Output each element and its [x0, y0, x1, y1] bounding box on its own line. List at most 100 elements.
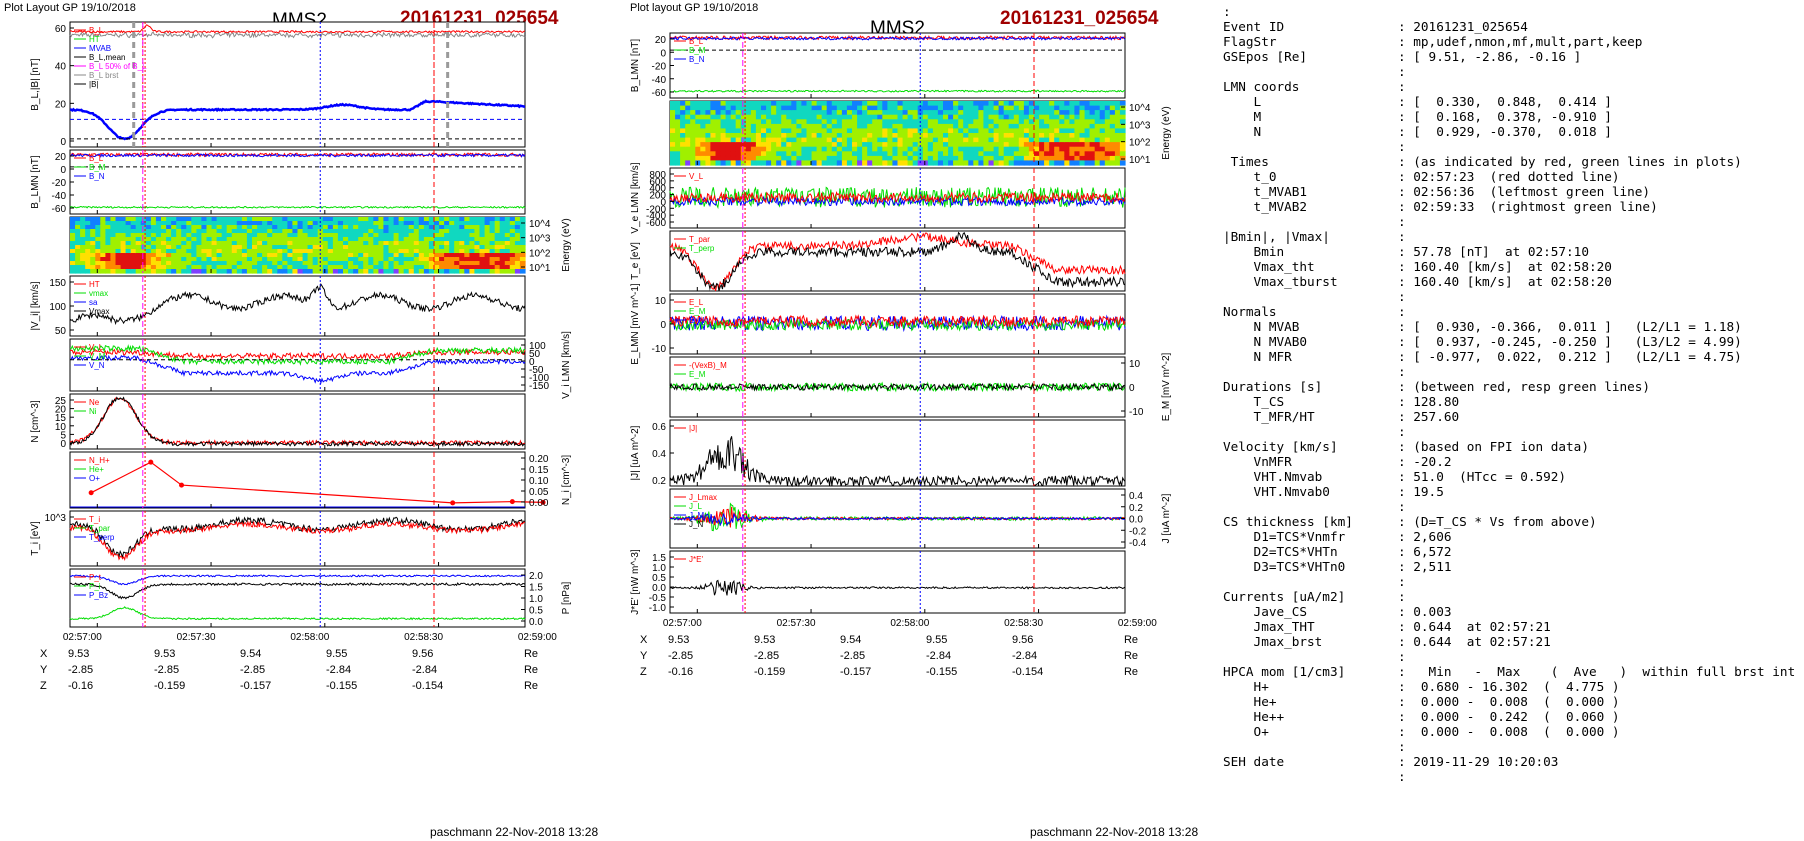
info-value: : 0.003	[1398, 604, 1452, 619]
info-key: He++	[1223, 709, 1285, 724]
info-value: :	[1398, 589, 1406, 604]
info-key	[1223, 424, 1398, 439]
tick-label: 150	[49, 278, 66, 289]
coords-value: -0.157	[840, 666, 872, 678]
info-key: |Bmin|, |Vmax|	[1223, 229, 1330, 244]
tick-label: 10	[55, 422, 67, 433]
panel-frame	[69, 510, 526, 567]
info-key: Durations [s]	[1223, 379, 1323, 394]
info-value: : 2,511	[1398, 559, 1452, 574]
info-value: : 57.78 [nT] at 02:57:10	[1398, 244, 1589, 259]
legend-label: sa	[89, 298, 98, 307]
series-bn	[669, 89, 1125, 93]
legend-label: T_par	[689, 235, 710, 244]
info-value: : [ 0.330, 0.848, 0.414 ]	[1398, 94, 1612, 109]
info-value: :	[1398, 769, 1406, 784]
tick-label: -20	[652, 62, 667, 73]
info-key	[1223, 364, 1398, 379]
panel-frame	[69, 338, 526, 392]
info-key: T_MFR/HT	[1223, 409, 1315, 424]
info-row: :	[1223, 769, 1798, 784]
info-value: :	[1398, 304, 1406, 319]
info-key: L	[1223, 94, 1262, 109]
electron-spectrogram	[670, 101, 1126, 166]
info-key	[1223, 649, 1398, 664]
coords-unit: Re	[1123, 650, 1138, 662]
info-key	[1223, 139, 1398, 154]
info-value: : Min - Max ( Ave ) within full brst int	[1398, 664, 1796, 679]
coords-unit: Re	[523, 680, 538, 692]
ion-spectrogram	[70, 217, 526, 274]
tick-label: -20	[52, 178, 67, 189]
coords-value: -2.84	[412, 664, 438, 676]
info-value: : [ -0.977, 0.022, 0.212 ] (L2/L1 = 4.75…	[1398, 349, 1742, 364]
coords-axis: Y	[640, 650, 648, 662]
panel-frame	[669, 550, 1126, 614]
legend-label: vmax	[89, 289, 108, 298]
series-vi	[69, 283, 526, 326]
axis-label: N_i [cm^-3]	[561, 455, 572, 505]
legend-label: Ni	[89, 407, 97, 416]
tick-label: 0.4	[1129, 491, 1143, 502]
legend-label: HT	[89, 35, 100, 44]
tick-label: -400	[646, 211, 666, 222]
legend-label: J_N	[689, 520, 703, 529]
info-key	[1223, 64, 1398, 79]
series-vm	[669, 186, 1126, 210]
coords-value: 9.53	[68, 648, 90, 660]
info-key: GSEpos [Re]	[1223, 49, 1308, 64]
legend-label: B_L brst	[89, 71, 119, 80]
coords-value: 9.56	[1012, 634, 1034, 646]
tick-label: 0	[60, 439, 66, 450]
tick-label: 20	[55, 99, 67, 110]
axis-label: |J| [uA m^-2]	[630, 425, 641, 480]
axis-label: B_LMN [nT]	[630, 39, 641, 93]
info-row: :	[1223, 4, 1798, 19]
info-value: : 6,572	[1398, 544, 1452, 559]
info-key: H+	[1223, 679, 1269, 694]
info-row: Durations [s]: (between red, resp green …	[1223, 379, 1798, 394]
tick-label: 1.5	[652, 553, 666, 564]
coords-value: -0.159	[754, 666, 786, 678]
info-row: :	[1223, 499, 1798, 514]
info-value: : [ 0.930, -0.366, 0.011 ] (L2/L1 = 1.18…	[1398, 319, 1742, 334]
coords-row: Z -0.16 -0.159 -0.157 -0.155 -0.154 Re	[640, 666, 1160, 682]
tick-label: 0.2	[1129, 503, 1143, 514]
info-key: SEH date	[1223, 754, 1285, 769]
panel-frame	[669, 419, 1126, 487]
tick-label: 20	[55, 405, 67, 416]
axis-label: Energy (eV)	[1161, 106, 1172, 159]
coords-value: 9.56	[412, 648, 434, 660]
data-point	[148, 459, 154, 465]
legend-label: V_N	[89, 361, 105, 370]
info-key: HPCA mom [1/cm3]	[1223, 664, 1346, 679]
x-tick-label: 02:58:30	[404, 632, 443, 643]
tick-label: 1.0	[529, 594, 543, 605]
info-key: Vmax_tht	[1223, 259, 1315, 274]
info-key: t_MVAB1	[1223, 184, 1308, 199]
coords-value: -2.84	[926, 650, 952, 662]
legend-label: J_L	[689, 502, 702, 511]
tick-label: 1.5	[529, 583, 543, 594]
coords-row: X 9.53 9.53 9.54 9.55 9.56 Re	[40, 648, 560, 664]
axis-label: |V_i| [km/s]	[30, 281, 41, 330]
tick-label: -0.2	[1129, 526, 1147, 537]
coords-value: 9.54	[240, 648, 262, 660]
axis-label: B_LMN [nT]	[30, 155, 41, 209]
legend-label: B_L	[689, 37, 704, 46]
info-row: L : [ 0.330, 0.848, 0.414 ]	[1223, 94, 1798, 109]
info-row: Event ID: 20161231_025654	[1223, 19, 1798, 34]
coords-unit: Re	[1123, 634, 1138, 646]
axis-label: N [cm^-3]	[30, 400, 41, 443]
tick-label: 10^2	[1129, 138, 1151, 149]
info-value: : 19.5	[1398, 484, 1444, 499]
info-key: D3=TCS*VHTn0	[1223, 559, 1346, 574]
tick-label: 0	[660, 320, 666, 331]
series-pt	[69, 574, 526, 586]
tick-label: 10^2	[529, 248, 551, 259]
info-row: VHT.Nmvab: 51.0 (HTcc = 0.592)	[1223, 469, 1798, 484]
info-row: H+: 0.680 - 16.302 ( 4.775 )	[1223, 679, 1798, 694]
tick-label: 10^3	[529, 234, 551, 245]
info-value: : 02:59:33 (rightmost green line)	[1398, 199, 1658, 214]
tick-label: 15	[55, 413, 67, 424]
